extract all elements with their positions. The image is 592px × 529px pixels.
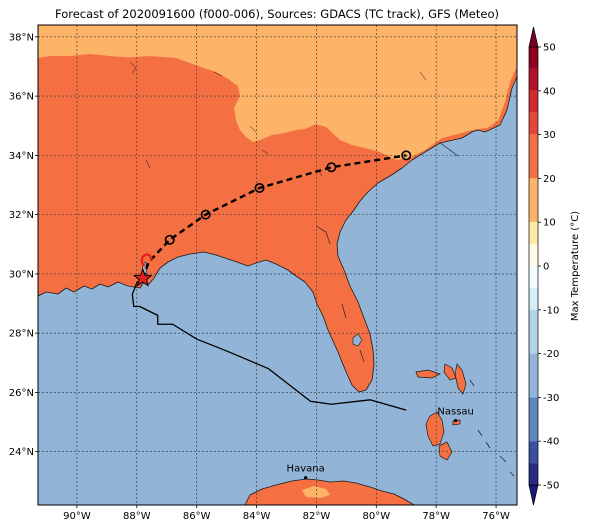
land-eleuthera (454, 363, 467, 395)
colorbar-segment-14 (529, 463, 538, 485)
city-markers: Havana Nassau (287, 407, 474, 480)
land-andros (425, 411, 445, 447)
colorbar-tick-label-0: 50 (543, 43, 556, 54)
colorbar-segment-1 (529, 68, 538, 91)
colorbar-segment-13 (529, 441, 538, 464)
forecast-marker-1 (164, 234, 175, 245)
coastline-detail (315, 142, 459, 363)
lat-tick-label-7: 38°N (9, 32, 34, 43)
lon-tick-label-2: 86°W (183, 511, 211, 522)
colorbar-segment-12 (529, 397, 538, 442)
colorbar-segment-10 (529, 309, 538, 354)
lat-tick-label-3: 30°N (9, 269, 34, 280)
lon-tick-label-6: 78°W (422, 511, 450, 522)
colorbar-tick-label-2: 30 (543, 130, 556, 141)
forecast-marker-3 (254, 182, 265, 193)
colorbar: 50 40 30 20 10 0 -10 -20 -30 -40 -50 (528, 26, 559, 506)
forecast-track-line (141, 154, 407, 279)
colorbar-tick-label-5: 0 (543, 262, 549, 273)
map-frame (37, 24, 518, 506)
cuba-cool-patch (302, 486, 330, 498)
gridlines (38, 25, 517, 505)
lon-tick-label-5: 80°W (362, 511, 390, 522)
appalachian-cool-patch (376, 112, 416, 134)
colorbar-tick-label-4: 10 (543, 218, 556, 229)
lat-tick-label-2: 28°N (9, 329, 34, 340)
land-abaco (443, 363, 457, 381)
colorbar-tick-label-3: 20 (543, 174, 556, 185)
lon-tick-label-7: 76°W (482, 511, 510, 522)
colorbar-over-arrow (528, 26, 539, 48)
colorbar-label: Max Temperature (°C) (570, 211, 581, 321)
city-label-0: Havana (287, 464, 325, 475)
colorbar-segment-4 (529, 134, 538, 179)
lake-okeechobee (352, 333, 363, 347)
land-exuma (438, 441, 453, 461)
forecast-marker-5 (401, 150, 412, 161)
land-cuba (244, 478, 415, 505)
colorbar-under-arrow (528, 484, 539, 506)
longitude-ticks: 90°W 88°W 86°W 84°W 82°W 80°W 78°W 76°W (63, 505, 510, 522)
city-dot-0 (304, 476, 308, 480)
lat-tick-label-0: 24°N (9, 447, 34, 458)
latitude-ticks: 24°N 26°N 28°N 30°N 32°N 34°N 36°N 38°N (9, 32, 38, 458)
lon-tick-label-0: 90°W (63, 511, 91, 522)
colorbar-segment-11 (529, 353, 538, 398)
forecast-marker-4 (326, 162, 337, 173)
colorbar-segment-7 (529, 244, 538, 266)
current-position-star (132, 267, 153, 287)
colorbar-tick-label-1: 40 (543, 86, 556, 97)
map-area: Havana Nassau (38, 25, 517, 505)
lat-tick-label-5: 34°N (9, 151, 34, 162)
temperature-band-intrusion (120, 56, 236, 126)
forecast-track-markers (140, 150, 412, 268)
lon-tick-label-4: 82°W (303, 511, 331, 522)
city-label-1: Nassau (437, 407, 474, 418)
colorbar-segment-6 (529, 222, 538, 245)
past-track-line (131, 277, 407, 411)
city-dot-1 (454, 418, 458, 423)
storm-symbol (132, 267, 153, 287)
colorbar-tick-label-10: -50 (543, 481, 559, 492)
colorbar-segment-0 (529, 47, 538, 69)
lon-tick-label-3: 84°W (243, 511, 271, 522)
colorbar-tick-label-7: -20 (543, 349, 559, 360)
colorbar-segment-3 (529, 112, 538, 135)
lon-tick-label-1: 88°W (123, 511, 151, 522)
forecast-marker-0 (140, 253, 153, 268)
figure-title: Forecast of 2020091600 (f000-006), Sourc… (55, 7, 499, 21)
colorbar-tick-label-6: -10 (543, 305, 559, 316)
forecast-marker-2 (200, 209, 211, 220)
colorbar-segment-8 (529, 266, 538, 288)
colorbar-tick-label-9: -40 (543, 437, 559, 448)
lat-tick-label-4: 32°N (9, 210, 34, 221)
lakes-inland (129, 61, 427, 177)
land-small-islands (469, 379, 515, 477)
colorbar-segment-9 (529, 287, 538, 310)
colorbar-segment-2 (529, 90, 538, 113)
colorbar-tick-label-8: -30 (543, 393, 559, 404)
land-grand-bahama (415, 369, 441, 379)
lat-tick-label-6: 36°N (9, 92, 34, 103)
lat-tick-label-1: 26°N (9, 388, 34, 399)
colorbar-segment-5 (529, 178, 538, 223)
